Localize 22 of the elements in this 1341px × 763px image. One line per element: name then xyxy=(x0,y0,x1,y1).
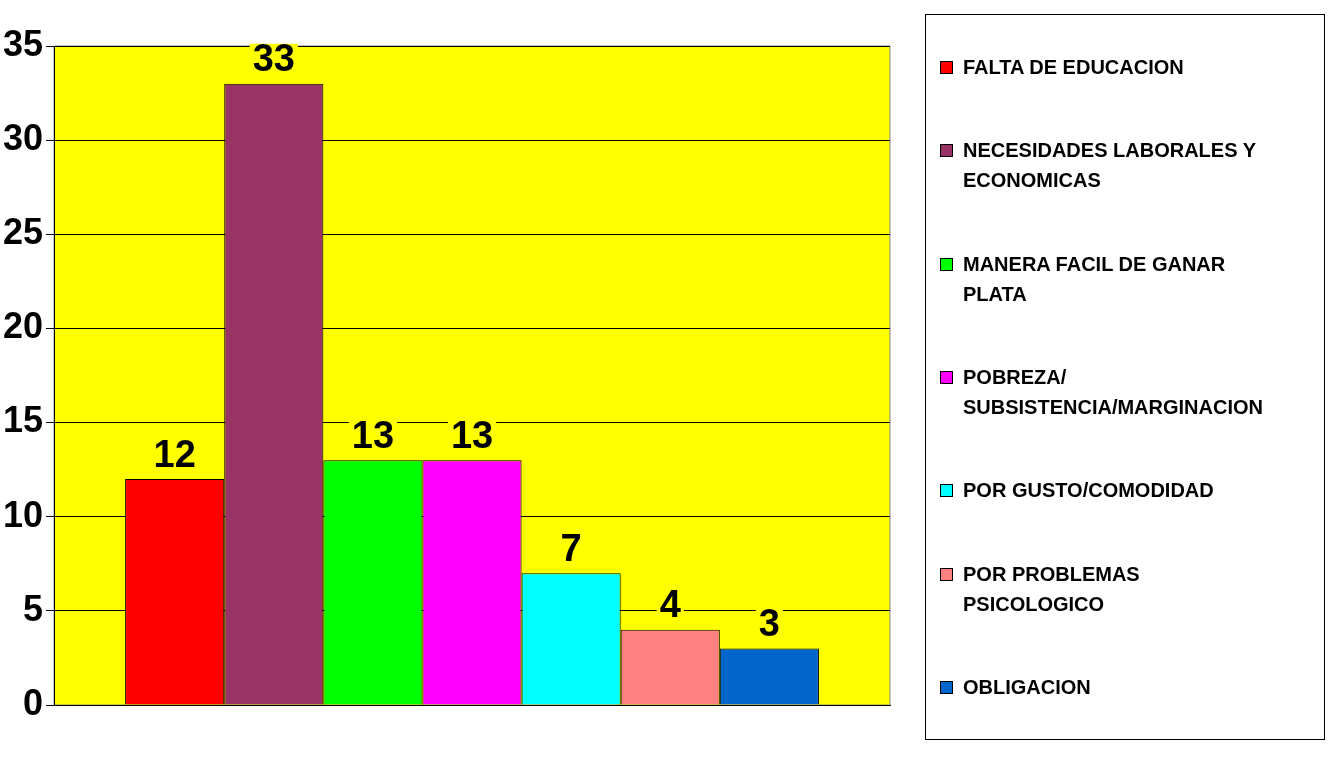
y-tick-label: 20 xyxy=(3,305,44,347)
data-label: 12 xyxy=(153,432,196,475)
y-tick-label: 0 xyxy=(23,681,44,723)
legend-label: POBREZA/ SUBSISTENCIA/MARGINACION xyxy=(963,364,1264,420)
y-tick-label: 30 xyxy=(3,117,44,159)
legend-label: POR GUSTO/COMODIDAD xyxy=(963,478,1214,504)
legend-label: FALTA DE EDUCACION xyxy=(963,54,1184,80)
y-tick-label: 10 xyxy=(3,493,44,535)
y-tick-label: 15 xyxy=(3,399,44,441)
data-label: 13 xyxy=(450,413,494,456)
data-label: 3 xyxy=(758,602,780,644)
legend-label: OBLIGACION xyxy=(963,675,1091,701)
data-label: 7 xyxy=(560,526,582,569)
legend-label: NECESIDADES LABORALES Y ECONOMICAS xyxy=(963,138,1257,194)
data-label: 13 xyxy=(351,413,395,456)
legend-label: POR PROBLEMAS PSICOLOGICO xyxy=(963,561,1141,617)
data-label: 33 xyxy=(252,37,295,80)
legend-label: MANERA FACIL DE GANAR PLATA xyxy=(963,251,1227,307)
y-tick-label: 25 xyxy=(3,211,44,253)
y-tick-label: 35 xyxy=(3,22,44,64)
data-label: 4 xyxy=(659,583,681,626)
y-tick-label: 5 xyxy=(23,587,44,629)
